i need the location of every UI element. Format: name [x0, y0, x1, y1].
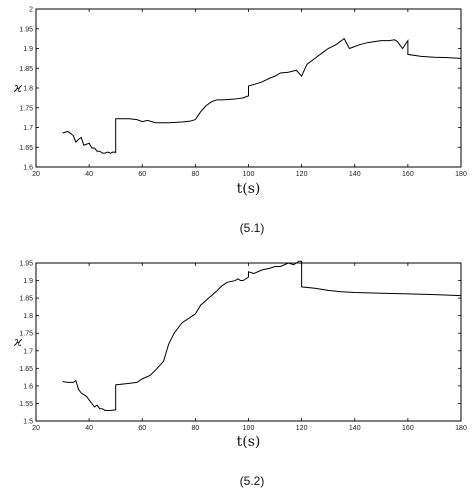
y-tick-label: 1.7: [23, 348, 33, 355]
x-tick-label: 180: [455, 171, 467, 178]
y-tick-label: 1.55: [19, 401, 33, 408]
x-tick-label: 120: [296, 171, 308, 178]
x-tick-label: 20: [32, 171, 40, 178]
chart-2: 20 40 60 80 100 120 140 160 180 1.5 1.55 1.6 1.65 1.7…: [13, 261, 467, 489]
y-tick-label: 1.85: [19, 66, 33, 73]
x-tick-label: 40: [85, 171, 93, 178]
y-axis-label: ϰ: [13, 335, 23, 350]
y-tick-label: 1.85: [19, 296, 33, 303]
x-tick-label: 60: [138, 171, 146, 178]
x-axis-label: t(s): [237, 434, 261, 450]
chart-1: 20 40 60 80 100 120 140 160 180 1.6 1.65 1.7 1.75 1.8…: [13, 7, 467, 236]
y-tick-label: 1.7: [23, 125, 33, 132]
x-tick-label: 80: [191, 171, 199, 178]
figure-caption: (5.1): [240, 221, 265, 235]
y-tick-label: 1.75: [19, 105, 33, 112]
series-line-1: [62, 37, 462, 154]
y-axis-label: ϰ: [13, 81, 23, 96]
x-tick-label: 60: [138, 425, 146, 432]
x-tick-label: 160: [402, 425, 414, 432]
y-tick-label: 1.8: [23, 86, 33, 93]
x-tick-label: 140: [349, 425, 361, 432]
x-axis-label: t(s): [237, 181, 261, 197]
x-tick-label: 120: [296, 425, 308, 432]
y-tick-label: 1.95: [19, 261, 33, 268]
y-tick-label: 1.65: [19, 366, 33, 373]
y-tick-label: 1.6: [23, 383, 33, 390]
x-tick-label: 40: [85, 425, 93, 432]
figure-caption: (5.2): [240, 474, 265, 488]
y-tick-label: 2: [29, 7, 33, 14]
y-tick-label: 1.95: [19, 26, 33, 33]
y-tick-label: 1.9: [23, 46, 33, 53]
x-tick-label: 160: [402, 171, 414, 178]
y-tick-label: 1.6: [23, 165, 33, 172]
x-tick-label: 100: [243, 171, 255, 178]
x-tick-label: 80: [191, 425, 199, 432]
plot-frame: [35, 262, 462, 422]
x-tick-label: 180: [455, 425, 467, 432]
x-tick-label: 20: [32, 425, 40, 432]
y-tick-label: 1.65: [19, 145, 33, 152]
y-tick-label: 1.8: [23, 313, 33, 320]
x-tick-label: 100: [243, 425, 255, 432]
series-line-1: [62, 260, 462, 411]
y-tick-label: 1.75: [19, 331, 33, 338]
y-tick-label: 1.9: [23, 278, 33, 285]
x-tick-label: 140: [349, 171, 361, 178]
y-tick-label: 1.5: [23, 419, 33, 426]
